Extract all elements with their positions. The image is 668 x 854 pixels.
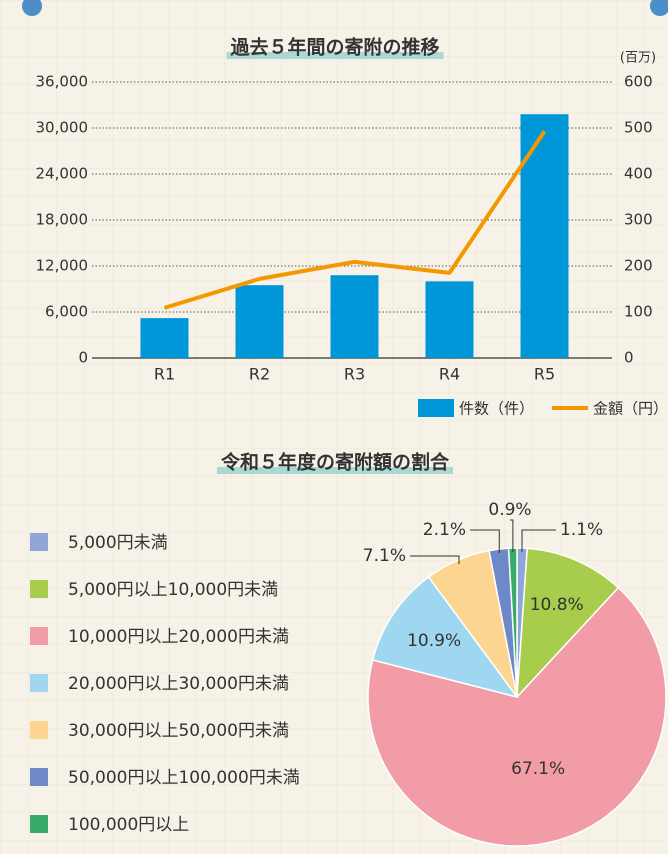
legend-label: 20,000円以上30,000円未満 bbox=[68, 674, 289, 694]
legend-label: 5,000円以上10,000円未満 bbox=[68, 580, 278, 600]
legend-label: 50,000円以上100,000円未満 bbox=[68, 768, 300, 788]
chart-title: 過去５年間の寄附の推移 bbox=[230, 36, 439, 59]
bar bbox=[236, 285, 284, 358]
y-tick-label: 0 bbox=[78, 349, 88, 367]
legend-label: 100,000円以上 bbox=[68, 815, 189, 835]
y2-tick-label: 400 bbox=[624, 165, 653, 183]
legend-label: 金額（円） bbox=[593, 400, 668, 418]
legend-swatch bbox=[30, 580, 48, 598]
x-tick-label: R5 bbox=[534, 365, 555, 384]
y-tick-label: 36,000 bbox=[36, 73, 89, 91]
x-tick-label: R3 bbox=[344, 365, 365, 384]
value-label: 2.1% bbox=[423, 520, 466, 540]
screenshot: 過去５年間の寄附の推移 (百万) 0 6,000 12,000 18,000 24,000 3… bbox=[0, 0, 668, 854]
value-label: 10.9% bbox=[407, 631, 461, 651]
legend-swatch bbox=[30, 627, 48, 645]
bar bbox=[521, 114, 569, 358]
value-label: 0.9% bbox=[488, 500, 531, 520]
value-label: 10.8% bbox=[530, 595, 584, 615]
x-tick-label: R2 bbox=[249, 365, 270, 384]
legend-label: 30,000円以上50,000円未満 bbox=[68, 721, 289, 741]
bar bbox=[331, 275, 379, 358]
legend-swatch bbox=[418, 399, 454, 417]
legend-label: 10,000円以上20,000円未満 bbox=[68, 627, 289, 647]
y-tick-label: 6,000 bbox=[45, 303, 88, 321]
bar bbox=[426, 281, 474, 358]
chart-title: 令和５年度の寄附額の割合 bbox=[221, 451, 450, 474]
y2-tick-label: 100 bbox=[624, 303, 653, 321]
y-tick-label: 18,000 bbox=[36, 211, 89, 229]
legend-swatch bbox=[30, 768, 48, 786]
legend-label: 件数（件） bbox=[459, 400, 534, 418]
y-tick-label: 24,000 bbox=[36, 165, 89, 183]
bar bbox=[141, 318, 189, 358]
legend-swatch bbox=[30, 721, 48, 739]
y-tick-label: 12,000 bbox=[36, 257, 89, 275]
y2-tick-label: 600 bbox=[624, 73, 653, 91]
legend-label: 5,000円未満 bbox=[68, 533, 168, 553]
page: 過去５年間の寄附の推移 (百万) 0 6,000 12,000 18,000 24,000 3… bbox=[0, 0, 668, 854]
y2-tick-label: 200 bbox=[624, 257, 653, 275]
legend-swatch bbox=[30, 674, 48, 692]
y2-tick-label: 300 bbox=[624, 211, 653, 229]
legend-swatch bbox=[30, 815, 48, 833]
y2-tick-label: 500 bbox=[624, 119, 653, 137]
value-label: 1.1% bbox=[560, 520, 603, 540]
y2-axis-label: (百万) bbox=[620, 51, 656, 66]
y2-tick-label: 0 bbox=[624, 349, 634, 367]
value-label: 67.1% bbox=[511, 759, 565, 779]
x-tick-label: R1 bbox=[154, 365, 175, 384]
legend-swatch bbox=[30, 533, 48, 551]
y-tick-label: 30,000 bbox=[36, 119, 89, 137]
x-tick-label: R4 bbox=[439, 365, 460, 384]
value-label: 7.1% bbox=[363, 546, 406, 566]
